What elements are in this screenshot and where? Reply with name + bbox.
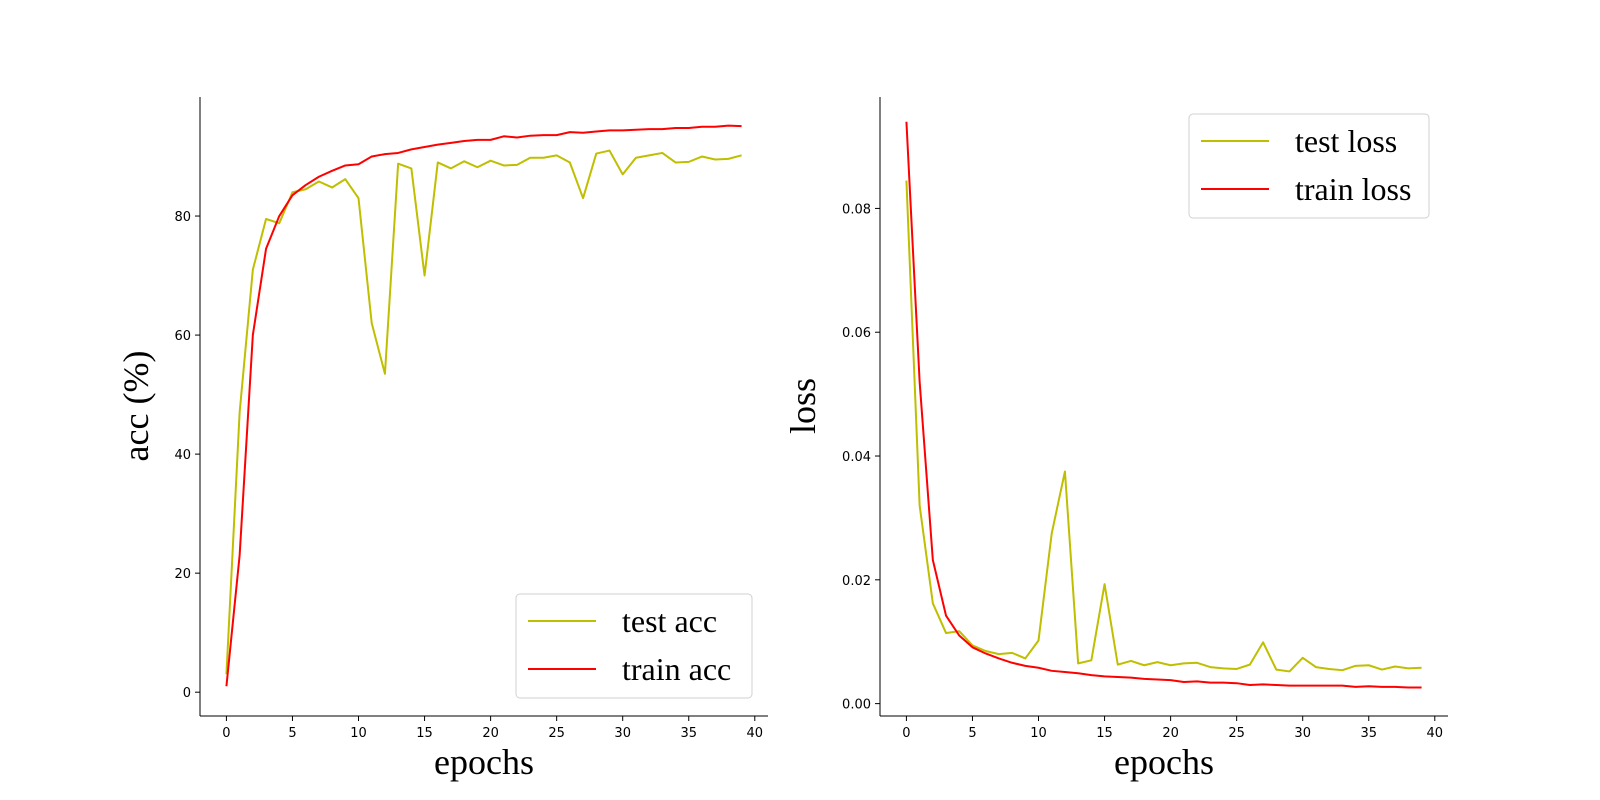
series-line-train-loss: [905, 121, 1422, 689]
x-tick-label: 10: [1030, 726, 1047, 741]
x-tick-label: 30: [614, 726, 631, 741]
x-tick-label: 40: [1427, 726, 1444, 741]
y-tick-label: 0.06: [842, 326, 871, 341]
legend: test loss train loss: [1188, 113, 1430, 219]
series-line-test-acc: [225, 149, 742, 675]
y-axis-label: loss: [783, 378, 823, 434]
x-tick-label: 25: [548, 726, 565, 741]
x-tick-label: 30: [1294, 726, 1311, 741]
series-line-train-acc: [225, 124, 742, 687]
y-tick-label: 0.02: [842, 574, 871, 589]
x-tick-label: 15: [1096, 726, 1113, 741]
x-tick-label: 5: [968, 726, 976, 741]
y-tick-label: 0.00: [842, 698, 871, 713]
chart-2: 0 5 10 15 20 25 30 35 40 0.00 0.02 0.04 0.06 0.08 epoc…: [783, 97, 1448, 782]
y-tick-label: 20: [174, 567, 191, 582]
legend-label: train acc: [622, 651, 731, 687]
x-tick-label: 0: [222, 726, 230, 741]
x-axis-label: epochs: [1114, 742, 1214, 782]
x-axis-label: epochs: [434, 742, 534, 782]
y-tick-label: 0: [183, 686, 191, 701]
series-line-test-loss: [905, 180, 1422, 673]
x-tick-label: 35: [680, 726, 697, 741]
x-tick-label: 15: [416, 726, 433, 741]
y-tick-label: 0.08: [842, 202, 871, 217]
x-tick-label: 5: [288, 726, 296, 741]
x-tick-label: 10: [350, 726, 367, 741]
y-axis-label: acc (%): [116, 351, 156, 462]
y-tick-label: 80: [174, 210, 191, 225]
legend-label: test acc: [622, 603, 717, 639]
chart-1: 0 5 10 15 20 25 30 35 40 0 20 40 60 80 epochs acc (%) te…: [116, 97, 768, 782]
x-tick-label: 40: [747, 726, 764, 741]
x-tick-label: 35: [1360, 726, 1377, 741]
x-tick-label: 0: [902, 726, 910, 741]
y-tick-label: 40: [174, 448, 191, 463]
legend-label: train loss: [1295, 171, 1411, 207]
legend-label: test loss: [1295, 123, 1397, 159]
y-tick-label: 60: [174, 329, 191, 344]
x-tick-label: 20: [1162, 726, 1179, 741]
x-tick-label: 20: [482, 726, 499, 741]
x-tick-label: 25: [1228, 726, 1245, 741]
legend: test acc train acc: [515, 593, 753, 699]
y-tick-label: 0.04: [842, 450, 871, 465]
